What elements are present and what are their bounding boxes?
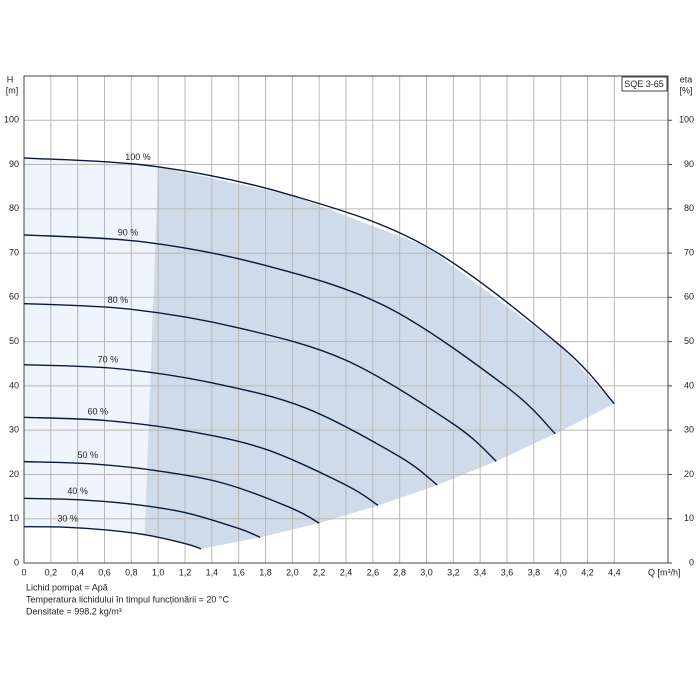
x-tick-label: 0,2 [45,567,58,577]
pump-curve [23,416,379,507]
y-tick-label: 40 [9,380,19,390]
model-box [621,76,668,92]
x-tick-label: 2,0 [286,567,299,577]
y2-tick-label: 40 [684,380,694,390]
curve-label: 60 % [88,407,109,417]
y-tick-label: 60 [9,292,19,302]
y2-tick-label: 70 [684,247,694,257]
x-tick-label: 0,6 [98,567,111,577]
y-tick-label: 100 [4,115,19,125]
pump-curve [23,525,202,550]
y2-tick-label: 60 [684,292,694,302]
y-label-2: [m] [6,85,19,95]
x-tick-label: 0 [21,567,26,577]
y-tick-label: 30 [9,425,19,435]
x-tick-label: 3,2 [447,567,460,577]
y2-tick-label: 30 [684,425,694,435]
x-tick-label: 2,6 [367,567,380,577]
y2-tick-label: 80 [684,203,694,213]
note: Temperatura lichidului în timpul funcțio… [26,594,229,604]
y-tick-label: 50 [9,336,19,346]
y2-tick-label: 10 [684,513,694,523]
curve-label: 40 % [67,486,88,496]
x-tick-label: 4,4 [608,567,621,577]
y2-tick-label: 50 [684,336,694,346]
pump-curve [23,460,320,524]
pump-curve [23,302,497,462]
pump-curve [23,497,261,538]
curve-label: 50 % [77,450,98,460]
y-tick-label: 0 [14,557,19,567]
x-label: Q [m³/h] [648,567,681,577]
note: Lichid pompat = Apă [26,582,108,592]
x-tick-label: 2,8 [393,567,406,577]
curve-label: 90 % [118,227,139,237]
y2-tick-label: 90 [684,159,694,169]
y-tick-label: 10 [9,513,19,523]
y-tick-label: 70 [9,247,19,257]
x-tick-label: 0,8 [125,567,138,577]
x-tick-label: 1,0 [152,567,165,577]
plot-frame [23,75,669,564]
x-tick-label: 3,6 [501,567,514,577]
y-label-1: H [7,74,14,84]
y-tick-label: 80 [9,203,19,213]
x-tick-label: 3,0 [420,567,433,577]
curve-label: 70 % [98,355,119,365]
x-tick-label: 1,4 [206,567,219,577]
x-tick-label: 3,8 [528,567,541,577]
note: Densitate = 998.2 kg/m³ [26,606,122,616]
x-tick-label: 1,6 [232,567,245,577]
model: SQE 3-65 [624,79,664,89]
y2-label-2: [%] [679,85,692,95]
x-tick-label: 2,2 [313,567,326,577]
pump-curve [23,157,615,405]
y2-tick-label: 100 [679,115,694,125]
x-tick-label: 3,4 [474,567,487,577]
y-tick-label: 90 [9,159,19,169]
y2-tick-label: 0 [689,557,694,567]
curve-label: 80 % [108,295,129,305]
y2-label-1: eta [680,74,693,84]
x-tick-label: 2,4 [340,567,353,577]
y2-tick-label: 20 [684,469,694,479]
x-tick-label: 1,2 [179,567,192,577]
curve-label: 100 % [125,152,151,162]
x-tick-label: 0,4 [71,567,84,577]
pump-curve [23,234,556,435]
x-tick-label: 4,0 [554,567,567,577]
x-tick-label: 4,2 [581,567,594,577]
operating-area [144,166,615,549]
x-tick-label: 1,8 [259,567,272,577]
pump-curve [23,363,438,486]
y-tick-label: 20 [9,469,19,479]
curve-label: 30 % [57,514,78,524]
